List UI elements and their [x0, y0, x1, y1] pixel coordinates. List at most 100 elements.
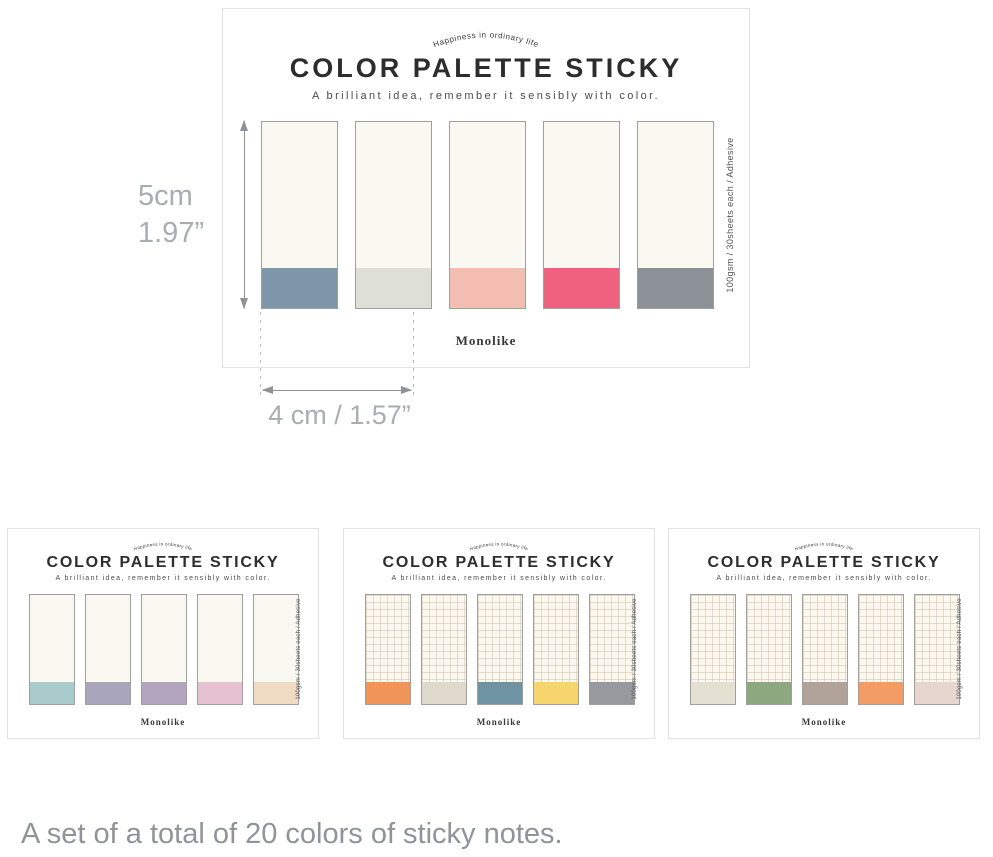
sticky-note — [449, 121, 526, 309]
sticky-note — [253, 594, 299, 705]
sticky-note — [746, 594, 792, 705]
note-body — [366, 595, 410, 682]
variant-card-earth: Happiness in ordinary life COLOR PALETTE… — [668, 528, 980, 739]
note-color-strip — [590, 682, 634, 704]
note-body — [859, 595, 903, 682]
note-color-strip — [915, 682, 959, 704]
note-color-strip — [262, 268, 337, 308]
note-color-strip — [747, 682, 791, 704]
product-subtitle: A brilliant idea, remember it sensibly w… — [391, 575, 607, 582]
height-cm: 5cm — [138, 180, 193, 212]
note-body — [356, 122, 431, 268]
note-body — [478, 595, 522, 682]
main-product-card: Happiness in ordinary life COLOR PALETTE… — [222, 8, 750, 368]
spec-vertical-text: 100gsm / 30sheets each / Adhesive — [957, 598, 963, 700]
svg-text:Happiness in ordinary life: Happiness in ordinary life — [469, 541, 529, 551]
height-dimension-label: 5cm 1.97” — [138, 178, 204, 252]
variant-card-vivid: Happiness in ordinary life COLOR PALETTE… — [343, 528, 655, 739]
sticky-note — [355, 121, 432, 309]
note-color-strip — [450, 268, 525, 308]
sticky-note — [690, 594, 736, 705]
brand-logo: Monolike — [801, 717, 847, 727]
product-title: COLOR PALETTE STICKY — [46, 554, 280, 571]
height-inch: 1.97” — [138, 217, 205, 249]
note-body — [254, 595, 298, 682]
svg-text:Happiness in ordinary life: Happiness in ordinary life — [794, 541, 854, 551]
product-subtitle: A brilliant idea, remember it sensibly w… — [55, 575, 271, 582]
note-color-strip — [691, 682, 735, 704]
arc-tagline-text: Happiness in ordinary life — [469, 541, 529, 551]
note-body — [915, 595, 959, 682]
sticky-note — [477, 594, 523, 705]
sticky-note — [421, 594, 467, 705]
spec-vertical-text: 100gsm / 30sheets each / Adhesive — [725, 137, 735, 293]
sticky-notes-row — [29, 594, 299, 705]
product-subtitle: A brilliant idea, remember it sensibly w… — [311, 90, 661, 102]
spec-vertical-text: 100gsm / 30sheets each / Adhesive — [632, 598, 638, 700]
note-body — [747, 595, 791, 682]
product-subtitle: A brilliant idea, remember it sensibly w… — [716, 575, 932, 582]
spec-vertical-text: 100gsm / 30sheets each / Adhesive — [296, 598, 302, 700]
arc-tagline-graphic: Happiness in ordinary life — [133, 541, 193, 551]
arc-tagline-text: Happiness in ordinary life — [794, 541, 854, 551]
sticky-notes-row — [690, 594, 960, 705]
note-body — [691, 595, 735, 682]
note-body — [544, 122, 619, 268]
width-arrow-icon — [262, 386, 412, 394]
arc-tagline-graphic: Happiness in ordinary life — [432, 30, 540, 49]
note-body — [422, 595, 466, 682]
note-color-strip — [803, 682, 847, 704]
note-color-strip — [544, 268, 619, 308]
sticky-note — [141, 594, 187, 705]
arc-tagline-text: Happiness in ordinary life — [432, 30, 539, 49]
sticky-note — [29, 594, 75, 705]
note-color-strip — [638, 268, 713, 308]
product-title: COLOR PALETTE STICKY — [707, 554, 941, 571]
sticky-note — [543, 121, 620, 309]
brand-logo: Monolike — [140, 717, 186, 727]
note-body — [638, 122, 713, 268]
sticky-note — [85, 594, 131, 705]
note-body — [590, 595, 634, 682]
note-color-strip — [478, 682, 522, 704]
height-arrow-icon — [240, 120, 248, 309]
sticky-note — [637, 121, 714, 309]
note-color-strip — [534, 682, 578, 704]
sticky-note — [858, 594, 904, 705]
note-color-strip — [356, 268, 431, 308]
note-body — [30, 595, 74, 682]
product-title: COLOR PALETTE STICKY — [382, 554, 616, 571]
note-color-strip — [859, 682, 903, 704]
svg-text:Happiness in ordinary life: Happiness in ordinary life — [133, 541, 193, 551]
note-color-strip — [366, 682, 410, 704]
sticky-note — [365, 594, 411, 705]
arc-tagline-graphic: Happiness in ordinary life — [469, 541, 529, 551]
note-body — [86, 595, 130, 682]
note-body — [142, 595, 186, 682]
note-body — [534, 595, 578, 682]
sticky-notes-row — [261, 121, 714, 309]
note-color-strip — [198, 682, 242, 704]
product-title: COLOR PALETTE STICKY — [289, 53, 683, 83]
note-color-strip — [86, 682, 130, 704]
sticky-note — [914, 594, 960, 705]
sticky-note — [589, 594, 635, 705]
sticky-note — [197, 594, 243, 705]
brand-logo: Monolike — [455, 333, 517, 348]
width-guide-line-right — [413, 312, 414, 395]
arc-tagline-graphic: Happiness in ordinary life — [794, 541, 854, 551]
note-body — [262, 122, 337, 268]
sticky-note — [261, 121, 338, 309]
note-body — [198, 595, 242, 682]
sticky-note — [533, 594, 579, 705]
note-color-strip — [30, 682, 74, 704]
variant-card-pastel: Happiness in ordinary life COLOR PALETTE… — [7, 528, 319, 739]
width-dimension-label: 4 cm / 1.57” — [268, 400, 411, 430]
brand-logo: Monolike — [476, 717, 522, 727]
bottom-caption: A set of a total of 20 colors of sticky … — [21, 818, 563, 850]
note-color-strip — [254, 682, 298, 704]
svg-text:Happiness in ordinary life: Happiness in ordinary life — [432, 30, 540, 49]
arc-tagline-text: Happiness in ordinary life — [133, 541, 193, 551]
note-body — [450, 122, 525, 268]
